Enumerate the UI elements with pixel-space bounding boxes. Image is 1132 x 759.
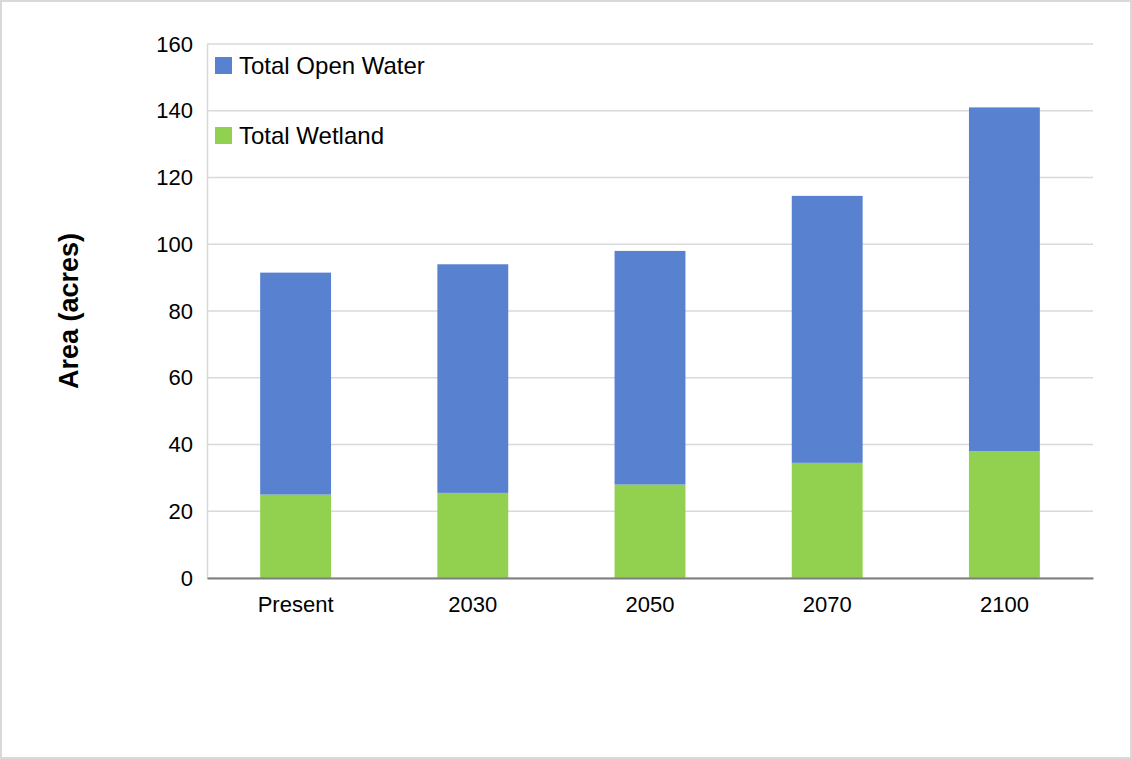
y-tick: 60 <box>169 365 207 390</box>
legend-label: Total Wetland <box>239 122 384 149</box>
x-tick: Present <box>258 578 334 617</box>
y-axis-title: Area (acres) <box>54 233 84 389</box>
bar <box>615 485 686 578</box>
bar <box>969 451 1040 578</box>
grid-line <box>207 244 1093 246</box>
y-tick: 20 <box>169 499 207 524</box>
legend-swatch <box>215 57 232 74</box>
grid <box>207 44 1093 578</box>
y-tick-label: 120 <box>156 165 193 190</box>
y-tick: 160 <box>156 32 207 57</box>
x-tick: 2050 <box>626 578 675 617</box>
y-tick: 80 <box>169 299 207 324</box>
x-tick: 2070 <box>803 578 852 617</box>
bar <box>260 273 331 495</box>
y-tick-label: 40 <box>169 432 193 457</box>
legend: Total Open Water Total Wetland <box>215 52 425 149</box>
x-axis-line <box>208 578 1094 580</box>
bar <box>437 264 508 493</box>
y-tick-label: 20 <box>169 499 193 524</box>
frame <box>1 1 1131 758</box>
grid-line <box>207 43 1093 45</box>
bars <box>260 107 1040 578</box>
bar <box>260 495 331 578</box>
y-tick: 40 <box>169 432 207 457</box>
x-tick: 2100 <box>980 578 1029 617</box>
legend-swatch <box>215 127 232 144</box>
y-axis-line <box>207 45 209 579</box>
y-tick-label: 60 <box>169 365 193 390</box>
x-axis: Present 2030 2050 2070 2100 <box>208 578 1094 617</box>
x-tick-label: 2070 <box>803 592 852 617</box>
y-tick-label: 140 <box>156 98 193 123</box>
x-tick-label: 2030 <box>448 592 497 617</box>
y-tick: 100 <box>156 232 207 257</box>
bar <box>615 251 686 485</box>
x-tick-label: 2050 <box>626 592 675 617</box>
y-tick: 120 <box>156 165 207 190</box>
y-tick-label: 160 <box>156 32 193 57</box>
chart: 0 20 40 60 80 100 120 140 160 Present 2030 2050 2070… <box>0 0 1132 759</box>
grid-line <box>207 177 1093 179</box>
grid-line <box>207 110 1093 112</box>
bar <box>969 107 1040 451</box>
plot: 0 20 40 60 80 100 120 140 160 Present 2030 2050 2070… <box>156 32 1093 617</box>
bar <box>792 463 863 578</box>
y-tick-label: 80 <box>169 299 193 324</box>
legend-label: Total Open Water <box>239 52 425 79</box>
y-tick: 0 <box>181 566 207 591</box>
y-tick-label: 0 <box>181 566 193 591</box>
x-tick-label: 2100 <box>980 592 1029 617</box>
y-tick: 140 <box>156 98 207 123</box>
legend-item: Total Wetland <box>215 122 384 149</box>
y-axis: 0 20 40 60 80 100 120 140 160 <box>156 32 207 591</box>
bar <box>792 196 863 463</box>
bar <box>437 493 508 578</box>
x-tick: 2030 <box>448 578 497 617</box>
legend-item: Total Open Water <box>215 52 425 79</box>
x-tick-label: Present <box>258 592 334 617</box>
y-tick-label: 100 <box>156 232 193 257</box>
